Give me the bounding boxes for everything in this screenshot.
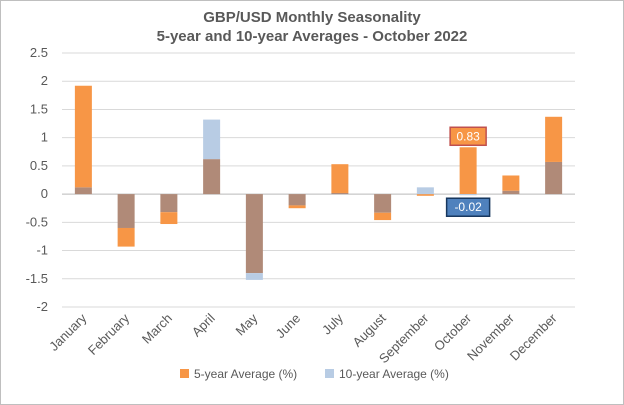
bar-group [74, 85, 92, 195]
legend-item: 5-year Average (%) [180, 367, 297, 381]
bar-5-year [117, 227, 135, 247]
x-tick-label: May [233, 310, 261, 338]
bars [74, 85, 563, 280]
chart-title-block: GBP/USD Monthly Seasonality 5-year and 1… [0, 8, 624, 46]
y-axis-ticks: 2.5 2 1.5 1 0.5 0 -0.5 -1 -1.5 -2 [26, 45, 48, 314]
bar-group [160, 194, 178, 225]
bar-overlap [117, 194, 135, 228]
legend-label: 10-year Average (%) [339, 367, 449, 381]
bar-10-year [245, 273, 263, 280]
bar-group [203, 119, 221, 195]
bar-5-year [545, 116, 563, 162]
bar-overlap [245, 194, 263, 274]
x-tick-label: February [85, 310, 133, 358]
bar-group [245, 194, 263, 280]
y-tick-label: -1 [36, 243, 48, 258]
bar-5-year [74, 85, 92, 188]
x-tick-label: July [319, 310, 346, 337]
bar-group [545, 116, 563, 195]
bar-group [288, 194, 306, 209]
bar-overlap [331, 192, 349, 195]
bar-overlap [502, 190, 520, 195]
y-tick-label: 2.5 [30, 45, 48, 60]
bar-group [459, 147, 477, 196]
y-tick-label: 0.5 [30, 158, 48, 173]
bar-5-year [502, 175, 520, 191]
legend-label: 5-year Average (%) [194, 367, 297, 381]
bar-group [416, 187, 434, 196]
bar-overlap [160, 194, 178, 213]
bar-10-year [416, 187, 434, 195]
bar-overlap [374, 194, 392, 213]
y-tick-label: 1.5 [30, 101, 48, 116]
y-tick-label: -2 [36, 299, 48, 314]
callouts: 0.83 -0.02 [445, 126, 491, 217]
bar-group [502, 175, 520, 195]
bar-overlap [74, 187, 92, 195]
bar-group [117, 194, 135, 247]
y-tick-label: 1 [41, 130, 48, 145]
bar-5-year [459, 147, 477, 195]
legend-item: 10-year Average (%) [325, 367, 449, 381]
bar-group [331, 164, 349, 195]
bar-group [374, 194, 392, 221]
bar-5-year [416, 194, 434, 196]
bar-5-year [331, 164, 349, 193]
callout-label: -0.02 [454, 200, 482, 214]
legend-swatch [180, 369, 189, 378]
y-tick-label: 2 [41, 73, 48, 88]
data-callout: 0.83 [449, 126, 487, 147]
x-tick-label: December [507, 310, 560, 363]
data-callout: -0.02 [445, 197, 491, 217]
x-tick-label: October [431, 310, 475, 354]
bar-10-year [459, 194, 477, 196]
y-tick-label: -1.5 [26, 271, 48, 286]
x-tick-label: January [46, 310, 90, 354]
y-tick-label: -0.5 [26, 214, 48, 229]
bar-overlap [203, 159, 221, 195]
x-tick-label: June [273, 311, 304, 342]
bar-overlap [545, 161, 563, 195]
callout-box [449, 126, 487, 147]
chart-title: GBP/USD Monthly Seasonality [203, 9, 421, 26]
callout-box [445, 197, 491, 217]
chart-subtitle: 5-year and 10-year Averages - October 20… [156, 28, 468, 45]
legend: 5-year Average (%) 10-year Average (%) [180, 367, 449, 381]
x-tick-label: April [189, 310, 218, 339]
bar-5-year [160, 212, 178, 225]
callout-label: 0.83 [456, 129, 480, 143]
bar-overlap [288, 194, 306, 206]
grid-lines [62, 52, 575, 308]
bar-10-year [203, 119, 221, 160]
x-tick-label: March [139, 311, 175, 347]
legend-swatch [325, 369, 334, 378]
y-tick-label: 0 [41, 186, 48, 201]
bar-5-year [374, 212, 392, 221]
x-tick-label: August [350, 310, 389, 349]
bar-5-year [288, 205, 306, 209]
